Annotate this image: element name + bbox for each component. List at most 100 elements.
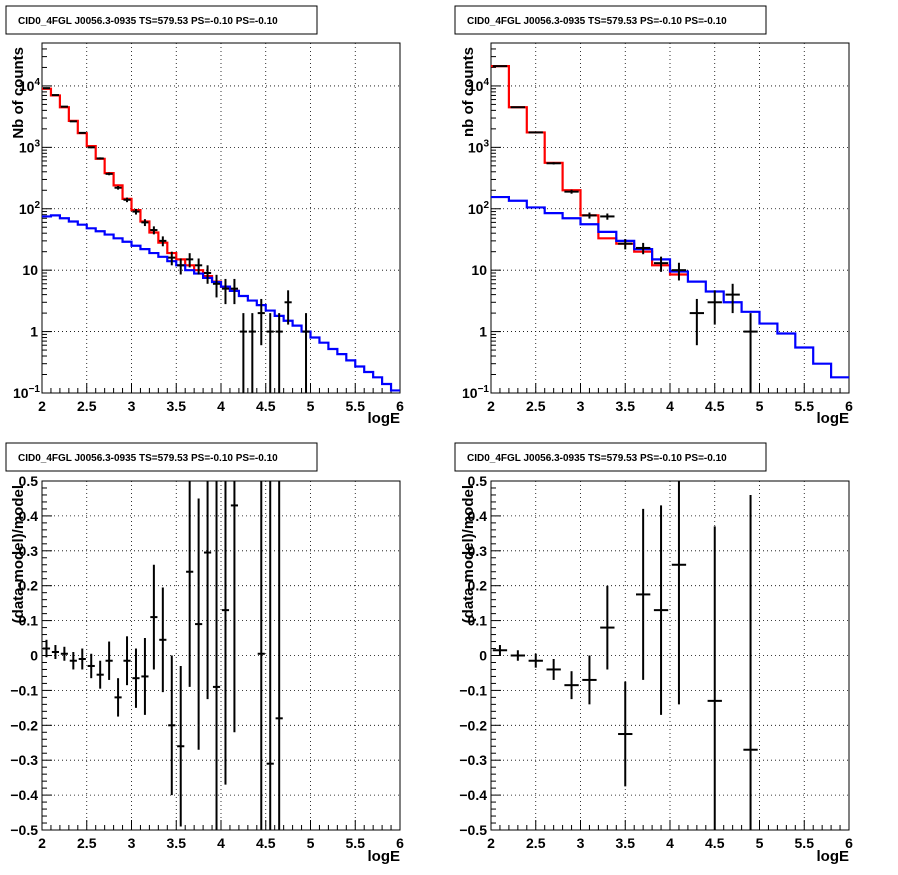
y-tick-label: −0.2	[10, 717, 38, 733]
y-tick-label-base: 10	[468, 78, 484, 94]
y-tick-label: −0.5	[459, 822, 487, 838]
x-tick-label: 3	[128, 398, 136, 414]
y-tick-label: 10−1	[13, 384, 40, 401]
x-axis-title: logE	[817, 848, 850, 865]
y-tick-label: 0.3	[468, 543, 488, 559]
data-point	[212, 274, 221, 298]
y-tick-label-base: 10	[471, 262, 487, 278]
data-point	[653, 256, 669, 272]
y-tick-label-exponent: 3	[34, 138, 40, 149]
panel-top-left: CID0_4FGL J0056.3-0935 TS=579.53 PS=-0.1…	[5, 5, 404, 427]
data-point	[221, 278, 230, 305]
series-0	[42, 87, 239, 292]
data-point	[69, 652, 77, 670]
y-tick-label: 104	[468, 77, 490, 94]
data-point	[618, 681, 633, 787]
data-point	[275, 313, 283, 393]
y-tick-label: 0.3	[19, 543, 39, 559]
data-point	[635, 508, 651, 680]
y-tick-label: −0.2	[459, 717, 487, 733]
x-tick-label: 2.5	[526, 398, 546, 414]
y-tick-label: 1	[30, 324, 38, 340]
step-line	[491, 195, 849, 379]
x-tick-label: 3.5	[616, 835, 636, 851]
y-tick-label-base: 10	[468, 139, 484, 155]
data-point	[653, 505, 669, 715]
data-point	[123, 636, 131, 686]
data-point	[546, 658, 561, 680]
y-tick-label: −0.4	[10, 787, 38, 803]
x-tick-label: 6	[396, 398, 404, 414]
data-point	[87, 146, 95, 149]
data-point	[42, 87, 51, 90]
data-point	[257, 481, 265, 830]
x-tick-label: 4	[217, 398, 225, 414]
data-point	[105, 172, 113, 176]
series-2	[492, 65, 758, 393]
data-point	[168, 251, 176, 266]
y-tick-label-exponent: 2	[34, 200, 40, 211]
y-tick-label-base: 10	[13, 385, 29, 401]
y-tick-label-exponent: −1	[478, 384, 490, 395]
x-tick-label: 4	[666, 835, 674, 851]
x-tick-label: 4.5	[705, 835, 725, 851]
x-tick-label: 3	[577, 835, 585, 851]
data-point	[510, 650, 526, 661]
x-tick-label: 5.5	[346, 398, 366, 414]
panel-bottom-left: CID0_4FGL J0056.3-0935 TS=579.53 PS=-0.1…	[5, 442, 404, 865]
y-tick-label: 0.1	[468, 613, 488, 629]
data-point	[159, 587, 167, 693]
data-point	[707, 290, 722, 325]
grid-lines	[42, 481, 400, 830]
x-tick-label: 5.5	[346, 835, 366, 851]
data-point	[671, 481, 687, 705]
data-point	[221, 481, 230, 785]
y-tick-label: 104	[19, 77, 41, 94]
y-tick-label-base: 1	[479, 324, 487, 340]
data-point	[230, 481, 239, 733]
data-point	[600, 213, 615, 220]
x-tick-label: 2	[38, 835, 46, 851]
data-point	[275, 481, 283, 830]
data-point	[582, 655, 597, 705]
data-point	[528, 131, 543, 134]
data-point	[257, 298, 265, 346]
data-point	[203, 265, 212, 284]
y-axis: −0.5 −0.4 −0.3 −0.2 −0.1 0 0.1 0.2 0.3 0.4 0.5(dat…	[10, 473, 52, 838]
data-point	[51, 94, 60, 97]
y-tick-label: 1	[479, 324, 487, 340]
data-point	[105, 641, 113, 680]
x-tick-label: 3.5	[616, 398, 636, 414]
x-tick-label: 4	[217, 835, 225, 851]
step-line	[42, 214, 400, 392]
x-tick-label: 4.5	[705, 398, 725, 414]
y-axis-title: (data-model)/model	[460, 485, 477, 623]
y-tick-label: −0.3	[459, 752, 487, 768]
x-tick-label: 6	[845, 398, 853, 414]
y-tick-label: 0.2	[468, 578, 488, 594]
y-tick-label: 102	[468, 200, 490, 217]
data-point	[510, 106, 526, 109]
y-tick-label-base: 10	[462, 385, 478, 401]
y-tick-label-base: 10	[19, 139, 35, 155]
data-point	[177, 665, 185, 827]
x-tick-label: 2.5	[77, 835, 97, 851]
data-point	[743, 494, 758, 830]
data-point	[114, 185, 122, 190]
series-0	[491, 65, 688, 276]
grid-lines	[42, 43, 400, 393]
x-tick-label: 4.5	[256, 398, 276, 414]
y-tick-label: 103	[468, 138, 490, 155]
x-tick-label: 3	[577, 398, 585, 414]
x-axis-title: logE	[817, 410, 850, 427]
data-point	[284, 290, 292, 325]
data-point	[150, 564, 158, 670]
data-point	[60, 105, 68, 108]
data-point	[582, 212, 597, 219]
data-point	[96, 660, 104, 689]
x-tick-label: 4.5	[256, 835, 276, 851]
y-tick-label: −0.4	[459, 787, 487, 803]
data-point	[195, 498, 203, 750]
data-point	[186, 253, 194, 268]
